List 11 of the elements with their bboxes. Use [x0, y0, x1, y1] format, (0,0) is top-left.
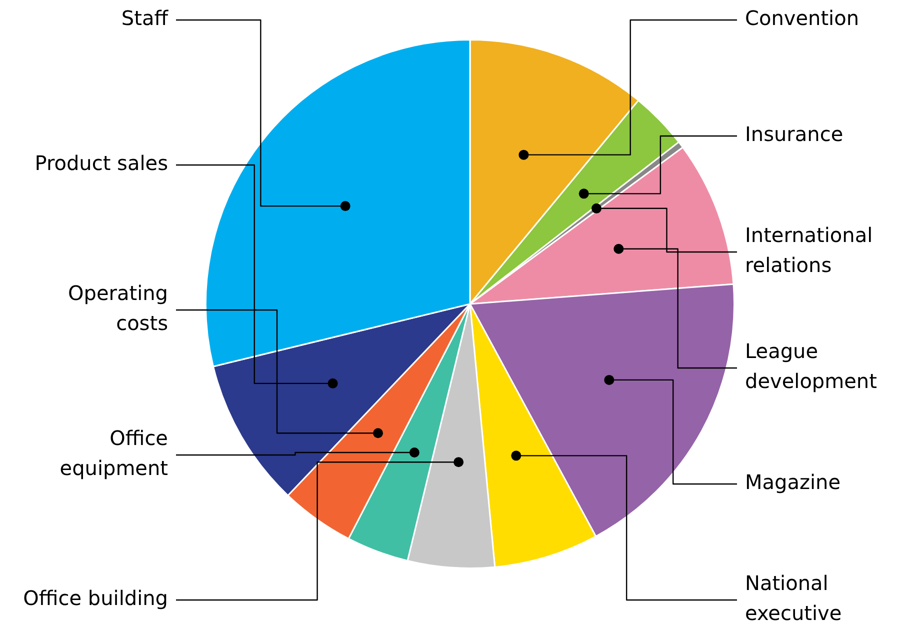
slice-label: International relations — [745, 223, 873, 278]
slice-label: Product sales — [34, 151, 168, 176]
slice-label: Office building — [23, 586, 168, 610]
slice-label: Magazine — [745, 470, 840, 494]
slice-label: Staff — [121, 6, 170, 30]
slice-label: Operating costs — [68, 281, 168, 336]
slice-label: National executive — [745, 571, 842, 626]
slice-label: Office equipment — [60, 426, 168, 480]
slice-label: League development — [745, 339, 878, 394]
slice-label: Insurance — [745, 122, 844, 146]
slice-label: Convention — [745, 6, 860, 30]
